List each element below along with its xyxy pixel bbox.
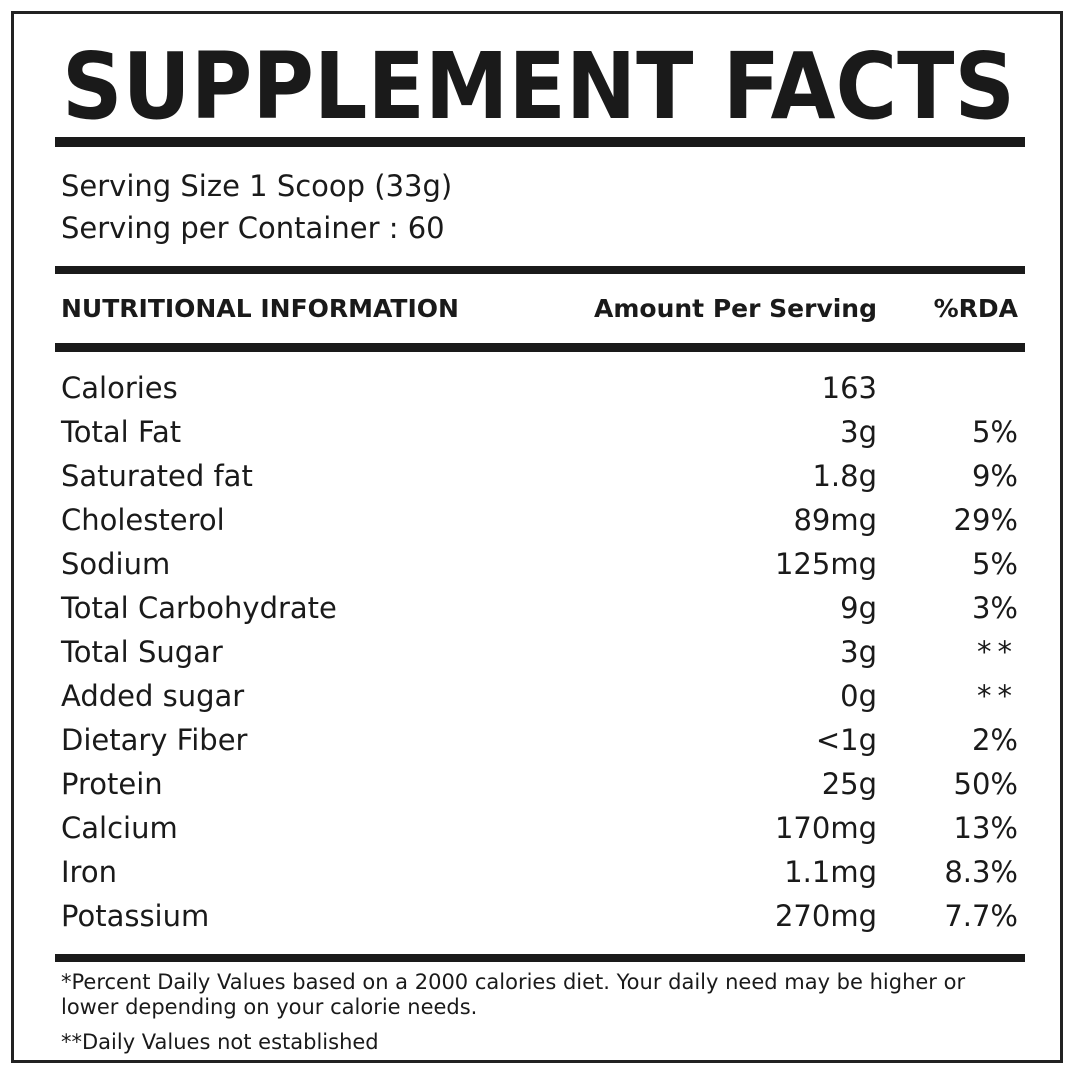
amount: 89mg (793, 503, 877, 537)
rda: 29% (953, 503, 1018, 537)
amount: <1g (815, 723, 877, 757)
footnote: **Daily Values not established (61, 1030, 379, 1054)
rda: 2% (971, 723, 1018, 757)
amount: 9g (840, 591, 877, 625)
nutrient-name: Calcium (61, 811, 178, 845)
footnote: *Percent Daily Values based on a 2000 ca… (61, 970, 966, 1019)
amount: 170mg (774, 811, 877, 845)
rda: 50% (953, 767, 1018, 801)
amount: 1.1mg (784, 855, 877, 889)
title-box: SUPPLEMENT FACTS (62, 33, 1015, 140)
nutrient-name: Total Carbohydrate (61, 591, 337, 625)
rule (55, 343, 1025, 352)
amount: 0g (840, 679, 877, 713)
nutrient-name: Cholesterol (61, 503, 225, 537)
nutrient-name: Calories (61, 371, 178, 405)
rule (55, 137, 1025, 147)
header-amount: Amount Per Serving (594, 294, 877, 323)
nutrient-name: Total Sugar (61, 635, 223, 669)
amount: 3g (840, 635, 877, 669)
rda: ** (977, 679, 1018, 713)
servings-per-container: Serving per Container : 60 (61, 211, 445, 245)
rda: 3% (971, 591, 1018, 625)
rda: 5% (971, 415, 1018, 449)
nutrient-name: Dietary Fiber (61, 723, 248, 757)
nutrient-name: Total Fat (61, 415, 182, 449)
amount: 125mg (774, 547, 877, 581)
rda: 8.3% (944, 855, 1018, 889)
rda: ** (977, 635, 1018, 669)
nutrient-name: Sodium (61, 547, 171, 581)
frame (11, 11, 1063, 1063)
nutrient-name: Iron (61, 855, 117, 889)
rule (55, 266, 1025, 274)
nutrient-name: Added sugar (61, 679, 245, 713)
amount: 270mg (774, 899, 877, 933)
title: SUPPLEMENT FACTS (62, 33, 1015, 140)
amount: 25g (821, 767, 877, 801)
nutrient-name: Potassium (61, 899, 210, 933)
rule (55, 954, 1025, 962)
header-nutrient: NUTRITIONAL INFORMATION (61, 294, 459, 323)
rda: 5% (971, 547, 1018, 581)
rda: 7.7% (944, 899, 1018, 933)
nutrient-name: Saturated fat (61, 459, 253, 493)
serving-size: Serving Size 1 Scoop (33g) (61, 169, 453, 203)
header-rda: %RDA (933, 294, 1018, 323)
amount: 163 (821, 371, 877, 405)
amount: 1.8g (812, 459, 877, 493)
rda: 9% (971, 459, 1018, 493)
amount: 3g (840, 415, 877, 449)
rda: 13% (953, 811, 1018, 845)
nutrient-name: Protein (61, 767, 163, 801)
